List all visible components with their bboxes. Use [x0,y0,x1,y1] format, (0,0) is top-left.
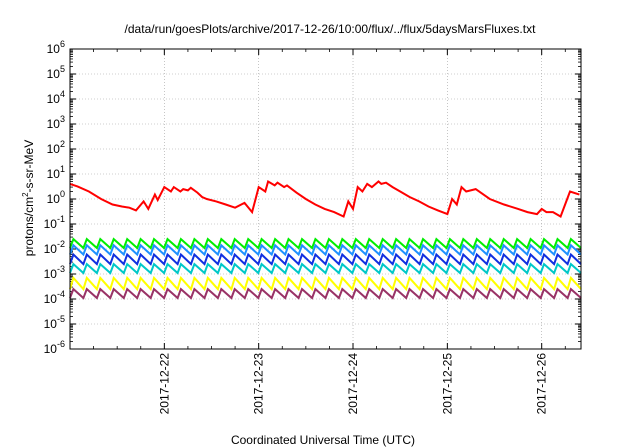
chart-title: /data/run/goesPlots/archive/2017-12-26/1… [125,22,537,36]
y-tick-label: 10-4 [44,289,65,306]
series-group [69,179,582,300]
series-line-7 [69,287,582,300]
axis-ticks: 10-6 10-5 10-4 10-3 10-2 10-1 100 101 102 103 104 1… [44,39,581,414]
x-tick-label: 2017-12-23 [252,353,266,415]
x-tick-label: 2017-12-26 [535,353,549,415]
series-line-1 [69,179,580,218]
x-axis-label: Coordinated Universal Time (UTC) [231,433,415,447]
grid [70,49,581,349]
y-tick-label: 105 [47,64,65,81]
y-tick-label: 10-5 [44,314,65,331]
y-tick-label: 10-3 [44,264,65,281]
x-tick-label: 2017-12-22 [157,353,171,415]
y-tick-label: 104 [47,89,65,106]
y-tick-label: 10-1 [44,214,65,231]
series-line-4 [69,252,582,266]
plot-frame [69,48,582,350]
x-tick-label: 2017-12-24 [346,353,360,415]
series-line-6 [69,275,582,292]
series-line-3 [69,243,582,257]
y-tick-label: 10-6 [44,339,65,356]
series-line-5 [69,262,582,275]
y-tick-label: 102 [47,139,65,156]
series-line-2 [69,237,582,250]
y-tick-label: 101 [47,164,65,181]
y-tick-label: 100 [47,189,65,206]
y-tick-label: 10-2 [44,239,65,256]
y-axis-label: protons/cm2-s-sr-MeV [21,140,36,256]
y-tick-label: 106 [47,39,65,56]
x-tick-label: 2017-12-25 [440,353,454,415]
y-tick-label: 103 [47,114,65,131]
